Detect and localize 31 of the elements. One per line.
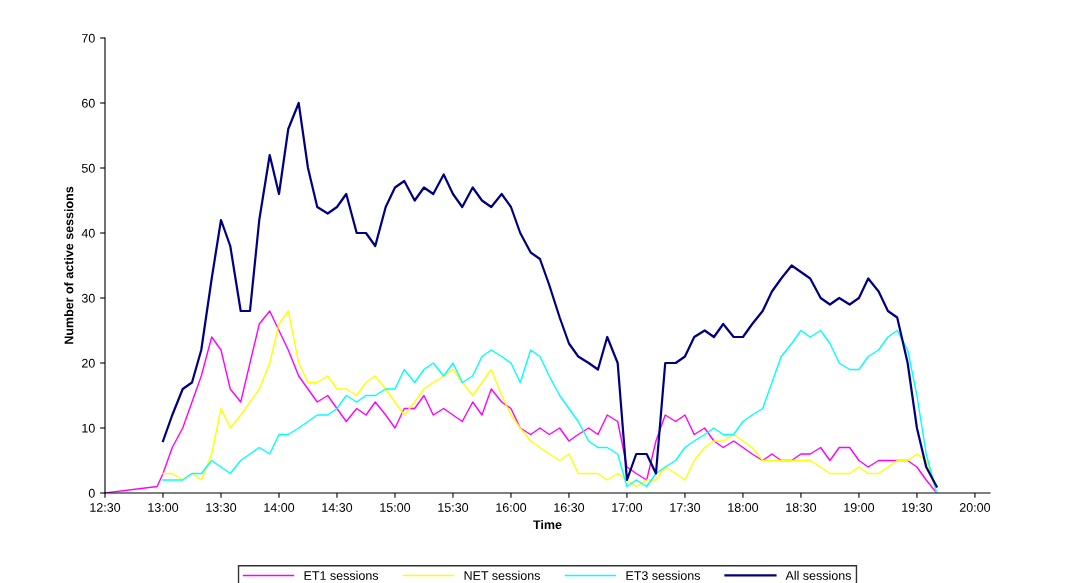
x-tick-label: 16:30 bbox=[554, 503, 585, 512]
legend-label: ET3 sessions bbox=[626, 570, 701, 580]
x-tick-label: 17:00 bbox=[612, 503, 643, 512]
y-tick-label: 10 bbox=[82, 423, 95, 433]
x-tick-label: 19:00 bbox=[844, 503, 875, 512]
x-tick-label: 18:30 bbox=[786, 503, 817, 512]
x-tick-label: 13:00 bbox=[148, 503, 179, 512]
x-tick-label: 15:00 bbox=[380, 503, 411, 512]
legend-label: All sessions bbox=[785, 570, 852, 580]
y-axis-title: Number of active sessions bbox=[64, 186, 74, 344]
x-axis-title: Time bbox=[533, 519, 562, 530]
x-tick-label: 13:30 bbox=[206, 503, 237, 512]
x-tick-label: 12:30 bbox=[90, 503, 121, 512]
line-series bbox=[161, 101, 938, 488]
x-tick-label: 19:30 bbox=[902, 503, 933, 512]
y-tick-label: 40 bbox=[81, 228, 95, 238]
x-tick-label: 15:30 bbox=[438, 503, 469, 512]
y-tick-label: 0 bbox=[88, 488, 95, 498]
x-tick-label: 18:00 bbox=[728, 503, 759, 512]
legend-label: NET sessions bbox=[464, 570, 540, 580]
x-tick-label: 14:00 bbox=[264, 503, 295, 512]
x-tick-label: 16:00 bbox=[496, 503, 527, 512]
y-tick-label: 70 bbox=[82, 33, 95, 43]
x-tick-label: 17:30 bbox=[670, 503, 701, 512]
y-tick-label: 60 bbox=[82, 98, 95, 108]
legend-label: ET1 sessions bbox=[304, 570, 379, 580]
x-tick-label: 14:30 bbox=[322, 503, 353, 512]
y-tick-label: 30 bbox=[81, 293, 95, 303]
x-tick-label: 20:00 bbox=[959, 503, 991, 512]
y-tick-label: 50 bbox=[81, 163, 95, 173]
y-tick-label: 20 bbox=[82, 358, 95, 368]
